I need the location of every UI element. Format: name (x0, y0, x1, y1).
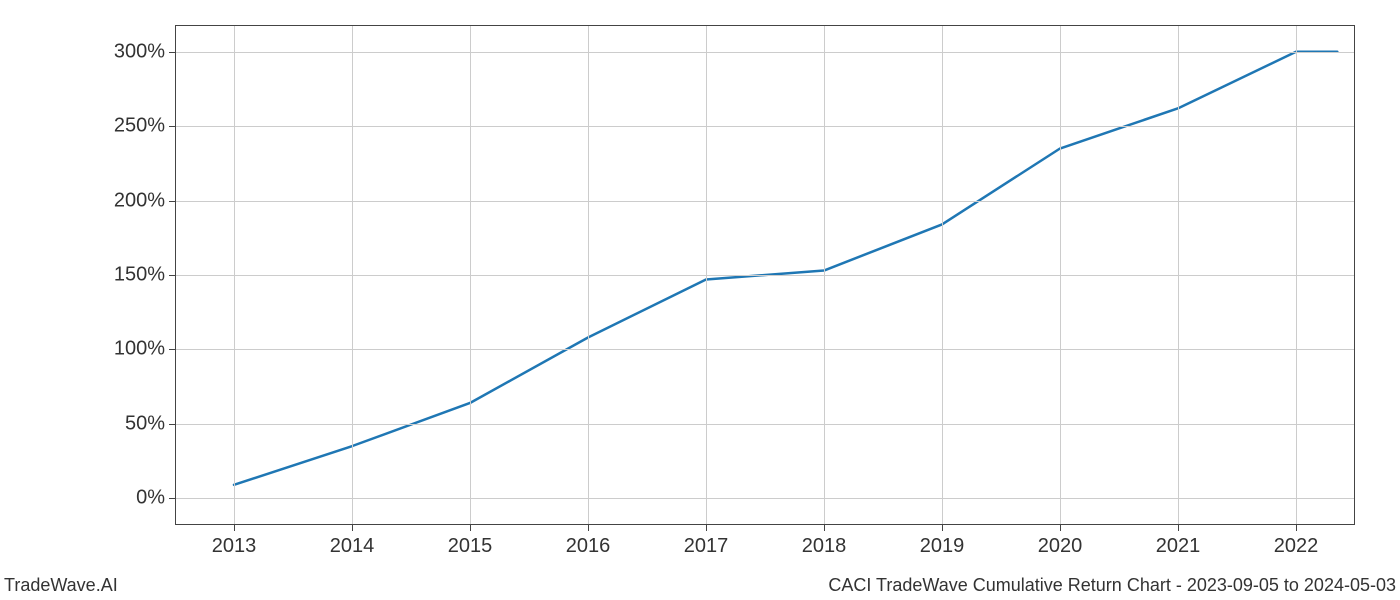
x-tick-mark (234, 525, 235, 531)
x-tick-label: 2015 (448, 535, 493, 558)
grid-line-horizontal (175, 275, 1355, 276)
x-tick-label: 2014 (330, 535, 375, 558)
y-tick-label: 100% (114, 338, 165, 361)
grid-line-horizontal (175, 349, 1355, 350)
grid-line-horizontal (175, 201, 1355, 202)
x-tick-label: 2022 (1274, 535, 1319, 558)
x-tick-mark (588, 525, 589, 531)
x-tick-mark (706, 525, 707, 531)
x-tick-mark (470, 525, 471, 531)
footer-left-text: TradeWave.AI (4, 575, 118, 596)
grid-line-horizontal (175, 52, 1355, 53)
x-tick-label: 2016 (566, 535, 611, 558)
y-tick-label: 150% (114, 264, 165, 287)
axis-spine-left (175, 25, 176, 525)
x-tick-label: 2020 (1038, 535, 1083, 558)
x-tick-mark (1060, 525, 1061, 531)
x-tick-label: 2019 (920, 535, 965, 558)
x-tick-label: 2021 (1156, 535, 1201, 558)
axis-spine-bottom (175, 524, 1355, 525)
chart-container: 2013 2014 2015 2016 2017 2018 2019 2020 2021 2022… (0, 0, 1400, 600)
grid-line-horizontal (175, 498, 1355, 499)
x-tick-label: 2017 (684, 535, 729, 558)
line-series (234, 52, 1337, 485)
grid-line-horizontal (175, 424, 1355, 425)
x-tick-mark (824, 525, 825, 531)
x-tick-mark (352, 525, 353, 531)
x-tick-mark (1296, 525, 1297, 531)
y-tick-label: 50% (125, 412, 165, 435)
y-tick-label: 0% (136, 487, 165, 510)
grid-line-horizontal (175, 126, 1355, 127)
axis-spine-right (1354, 25, 1355, 525)
x-tick-mark (1178, 525, 1179, 531)
x-tick-label: 2018 (802, 535, 847, 558)
y-tick-label: 300% (114, 40, 165, 63)
footer-right-text: CACI TradeWave Cumulative Return Chart -… (828, 575, 1396, 596)
x-tick-mark (942, 525, 943, 531)
y-tick-label: 200% (114, 189, 165, 212)
axis-spine-top (175, 25, 1355, 26)
y-tick-label: 250% (114, 115, 165, 138)
plot-area: 2013201420152016201720182019202020212022… (175, 25, 1355, 525)
x-tick-label: 2013 (212, 535, 257, 558)
